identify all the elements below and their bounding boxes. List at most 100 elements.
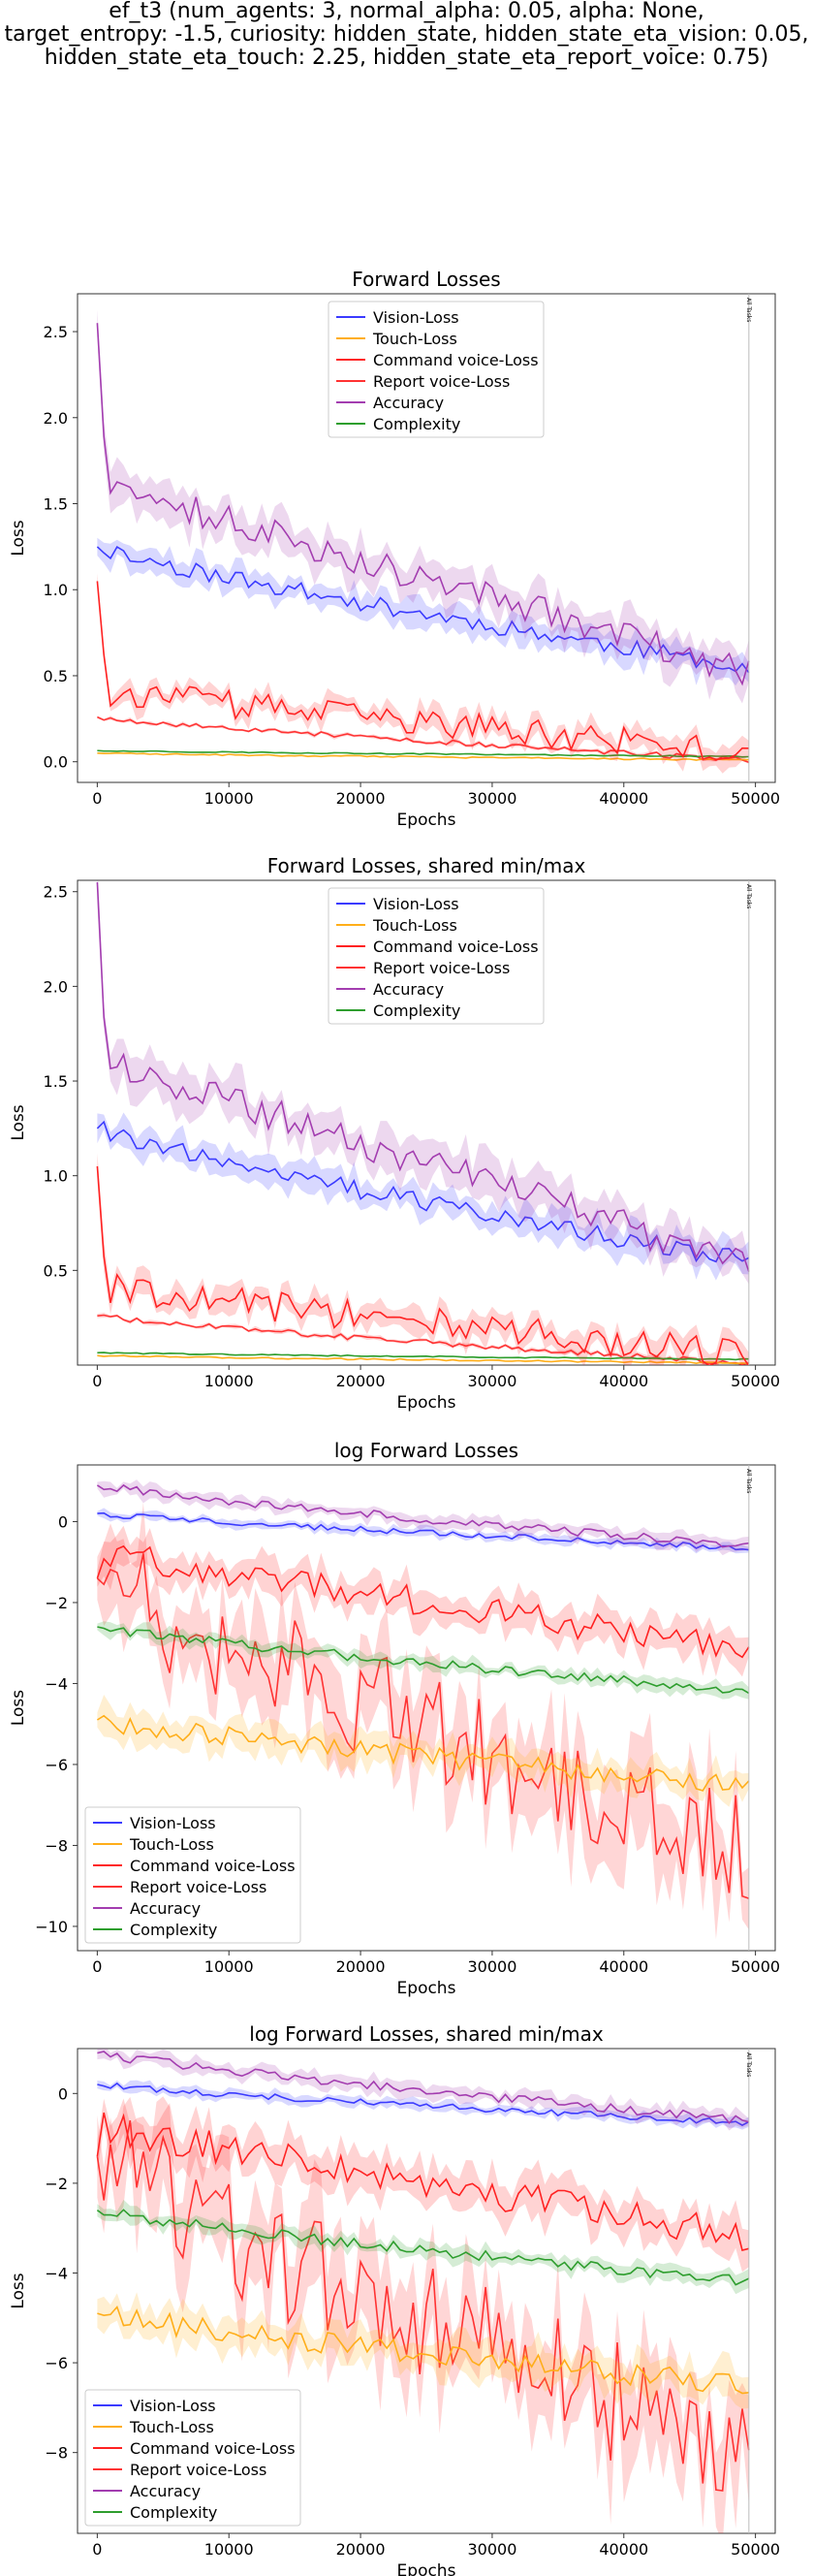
task-marker-label: All Tasks — [745, 298, 752, 322]
plot-frame — [77, 1464, 776, 1952]
chart-panel-4: log Forward Losses, shared min/max 0 10000… — [9, 2022, 780, 2576]
x-tick-label: 30000 — [467, 1372, 516, 1390]
series-line-touch-loss — [97, 2305, 749, 2395]
series-band-command-voice-loss — [97, 1525, 749, 1677]
plot-area — [96, 2049, 750, 2533]
chart-title: Forward Losses — [352, 268, 500, 291]
x-tick-label: 20000 — [336, 1957, 386, 1976]
legend-label: Touch-Loss — [372, 330, 457, 348]
y-axis-label: Loss — [9, 520, 28, 556]
legend: Vision-Loss Touch-Loss Command voice-Loss R… — [328, 887, 545, 1025]
figure-suptitle: ef_t3 (num_agents: 3, normal_alpha: 0.05… — [0, 0, 813, 70]
legend: Vision-Loss Touch-Loss Command voice-Loss R… — [328, 301, 545, 438]
x-tick-label: 20000 — [336, 789, 386, 808]
series-line-vision-loss — [96, 545, 750, 674]
legend-label: Command voice-Loss — [130, 1857, 296, 1875]
x-axis-label: Epochs — [397, 2561, 456, 2576]
legend: Vision-Loss Touch-Loss Command voice-Loss R… — [84, 1806, 301, 1944]
series-line-touch-loss — [97, 751, 749, 761]
legend-label: Accuracy — [373, 980, 444, 999]
y-tick-label: −2 — [45, 1594, 68, 1612]
series-line-report-voice-loss — [96, 2119, 750, 2492]
series-line-vision-loss — [97, 2082, 750, 2127]
y-tick-label: 0.5 — [44, 1261, 68, 1280]
y-tick-label: 2.0 — [44, 409, 68, 428]
legend-label: Complexity — [130, 1921, 217, 1939]
y-axis-label: Loss — [9, 1104, 28, 1140]
legend-label: Accuracy — [373, 394, 444, 412]
y-tick-label: 1.0 — [44, 581, 68, 599]
legend-label: Complexity — [373, 415, 460, 433]
series-line-command-voice-loss — [96, 1165, 750, 1365]
y-tick-label: 1.5 — [44, 1072, 68, 1091]
series-band-accuracy — [97, 309, 749, 704]
series-band-accuracy — [97, 1479, 749, 1556]
legend-label: Complexity — [130, 2503, 217, 2522]
series-line-vision-loss — [96, 1120, 750, 1263]
plot-area — [96, 1479, 750, 1940]
y-tick-label: 0.0 — [44, 753, 68, 772]
series-line-accuracy — [97, 2051, 750, 2125]
series-line-touch-loss — [96, 1714, 750, 1792]
series-line-vision-loss — [97, 1511, 749, 1551]
y-tick-label: 0.5 — [44, 667, 68, 685]
series-line-command-voice-loss — [96, 2112, 749, 2251]
suptitle-line-1: ef_t3 (num_agents: 3, normal_alpha: 0.05… — [109, 0, 704, 23]
series-line-complexity — [97, 749, 749, 758]
x-tick-label: 50000 — [731, 789, 780, 808]
legend-box — [84, 1806, 301, 1944]
y-axis-label: Loss — [9, 2273, 28, 2308]
y-tick-label: −8 — [45, 1836, 68, 1855]
chart-panel-1: Forward Losses 0 10000 20000 30000 40000 50000… — [9, 268, 780, 830]
legend-label: Command voice-Loss — [130, 2439, 296, 2458]
x-axis-label: Epochs — [397, 1393, 456, 1413]
y-tick-label: 0 — [58, 2084, 68, 2103]
series-line-complexity — [96, 2209, 750, 2286]
x-tick-label: 30000 — [467, 1957, 516, 1976]
x-tick-label: 40000 — [599, 1372, 648, 1390]
y-tick-label: −6 — [45, 1756, 68, 1774]
plot-frame — [77, 879, 776, 1366]
x-tick-label: 50000 — [731, 1372, 780, 1390]
series-band-accuracy — [97, 2049, 749, 2131]
legend-label: Command voice-Loss — [373, 351, 539, 369]
legend-label: Accuracy — [130, 1899, 201, 1918]
series-line-report-voice-loss — [97, 1314, 749, 1365]
series-band-report-voice-loss — [97, 716, 749, 764]
series-band-report-voice-loss — [97, 2096, 749, 2533]
x-tick-label: 50000 — [731, 1957, 780, 1976]
y-axis-label: Loss — [9, 1690, 28, 1726]
legend-label: Report voice-Loss — [130, 2461, 266, 2479]
suptitle-line-2: target_entropy: -1.5, curiosity: hidden_… — [4, 22, 809, 47]
legend-label: Vision-Loss — [373, 895, 459, 913]
series-line-accuracy — [96, 881, 750, 1272]
legend-label: Touch-Loss — [129, 1835, 214, 1854]
y-tick-label: 2.5 — [44, 323, 68, 341]
series-band-complexity — [97, 2199, 749, 2295]
legend-label: Vision-Loss — [373, 308, 459, 327]
series-line-command-voice-loss — [96, 1544, 750, 1659]
legend-label: Touch-Loss — [372, 916, 457, 935]
x-tick-label: 10000 — [204, 789, 254, 808]
legend-label: Vision-Loss — [130, 2397, 216, 2415]
legend-box — [84, 2389, 301, 2527]
x-axis-label: Epochs — [397, 811, 456, 830]
x-tick-label: 50000 — [731, 2540, 780, 2559]
x-tick-label: 0 — [92, 1957, 102, 1976]
series-band-complexity — [97, 1621, 749, 1700]
chart-title: log Forward Losses, shared min/max — [249, 2022, 604, 2046]
x-tick-label: 10000 — [204, 1957, 254, 1976]
suptitle-line-3: hidden_state_eta_touch: 2.25, hidden_sta… — [44, 46, 769, 70]
y-tick-label: −10 — [35, 1918, 68, 1936]
series-line-command-voice-loss — [96, 581, 749, 761]
series-line-complexity — [97, 1626, 750, 1695]
x-tick-label: 10000 — [204, 2540, 254, 2559]
chart-panel-2: Forward Losses, shared min/max 0 10000 2000… — [9, 854, 780, 1413]
y-tick-label: 0 — [58, 1512, 68, 1531]
x-tick-label: 20000 — [336, 1372, 386, 1390]
legend-box — [328, 301, 545, 438]
series-band-report-voice-loss — [97, 1502, 749, 1940]
series-line-accuracy — [96, 1483, 749, 1548]
y-tick-label: −4 — [45, 2264, 68, 2282]
